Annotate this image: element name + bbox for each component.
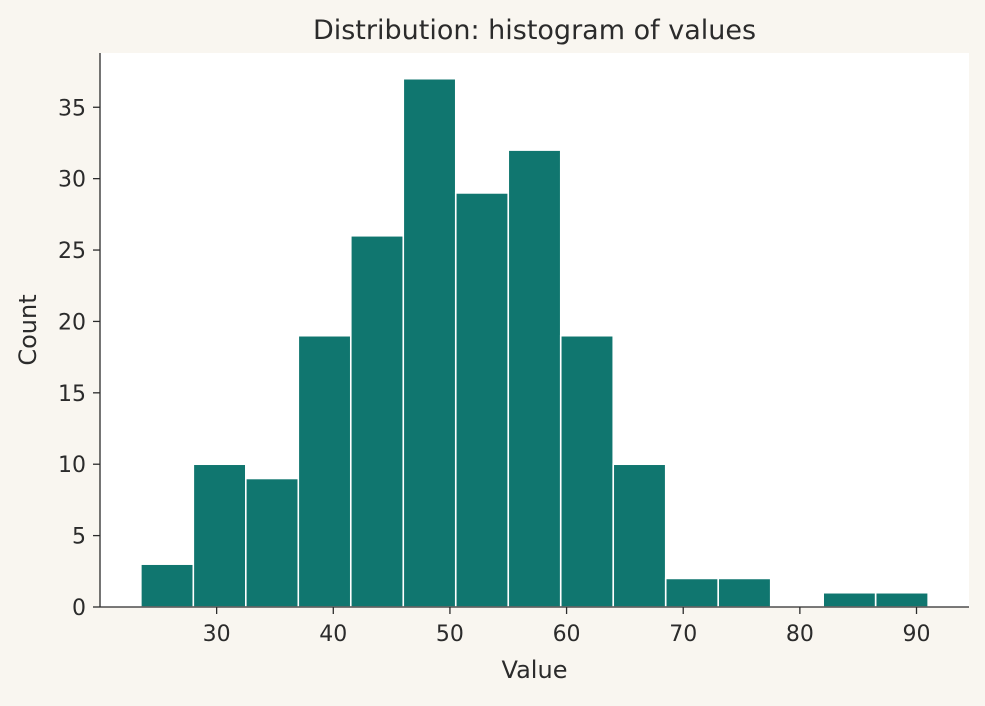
bars-group — [140, 77, 929, 608]
x-tick-label: 90 — [903, 622, 931, 647]
histogram-bar — [245, 477, 300, 608]
histogram-bar — [402, 77, 457, 608]
histogram-bar — [664, 577, 720, 608]
histogram-bar — [454, 192, 510, 608]
x-tick-label: 80 — [786, 622, 814, 647]
histogram-bar — [874, 591, 929, 608]
y-tick-label: 10 — [58, 453, 86, 478]
x-tick-label: 50 — [436, 622, 464, 647]
axes-group — [99, 53, 969, 608]
x-tick-label: 30 — [203, 622, 231, 647]
histogram-bar — [717, 577, 772, 608]
x-axis-label: Value — [502, 656, 568, 684]
y-axis-label: Count — [14, 294, 42, 365]
histogram-bar — [140, 563, 195, 608]
histogram-bar — [822, 591, 877, 608]
histogram-bar — [612, 463, 667, 608]
histogram-bar — [507, 149, 562, 608]
histogram-bar — [297, 334, 352, 608]
y-tick-label: 5 — [72, 525, 86, 550]
histogram-bar — [349, 234, 405, 608]
x-tick-label: 70 — [669, 622, 697, 647]
y-tick-label: 15 — [58, 382, 86, 407]
y-tick-label: 25 — [58, 239, 86, 264]
chart-title: Distribution: histogram of values — [313, 15, 756, 46]
y-tick-label: 20 — [58, 310, 86, 335]
y-tick-label: 35 — [58, 96, 86, 121]
histogram-bar — [192, 463, 247, 608]
ticks-group: 30 40 50 60 70 80 90 0 5 10 15 20 25 30 35 — [58, 96, 931, 647]
y-tick-label: 30 — [58, 168, 86, 193]
y-tick-label: 0 — [72, 596, 86, 621]
histogram-bar — [559, 334, 615, 608]
x-tick-label: 40 — [319, 622, 347, 647]
x-tick-label: 60 — [553, 622, 581, 647]
